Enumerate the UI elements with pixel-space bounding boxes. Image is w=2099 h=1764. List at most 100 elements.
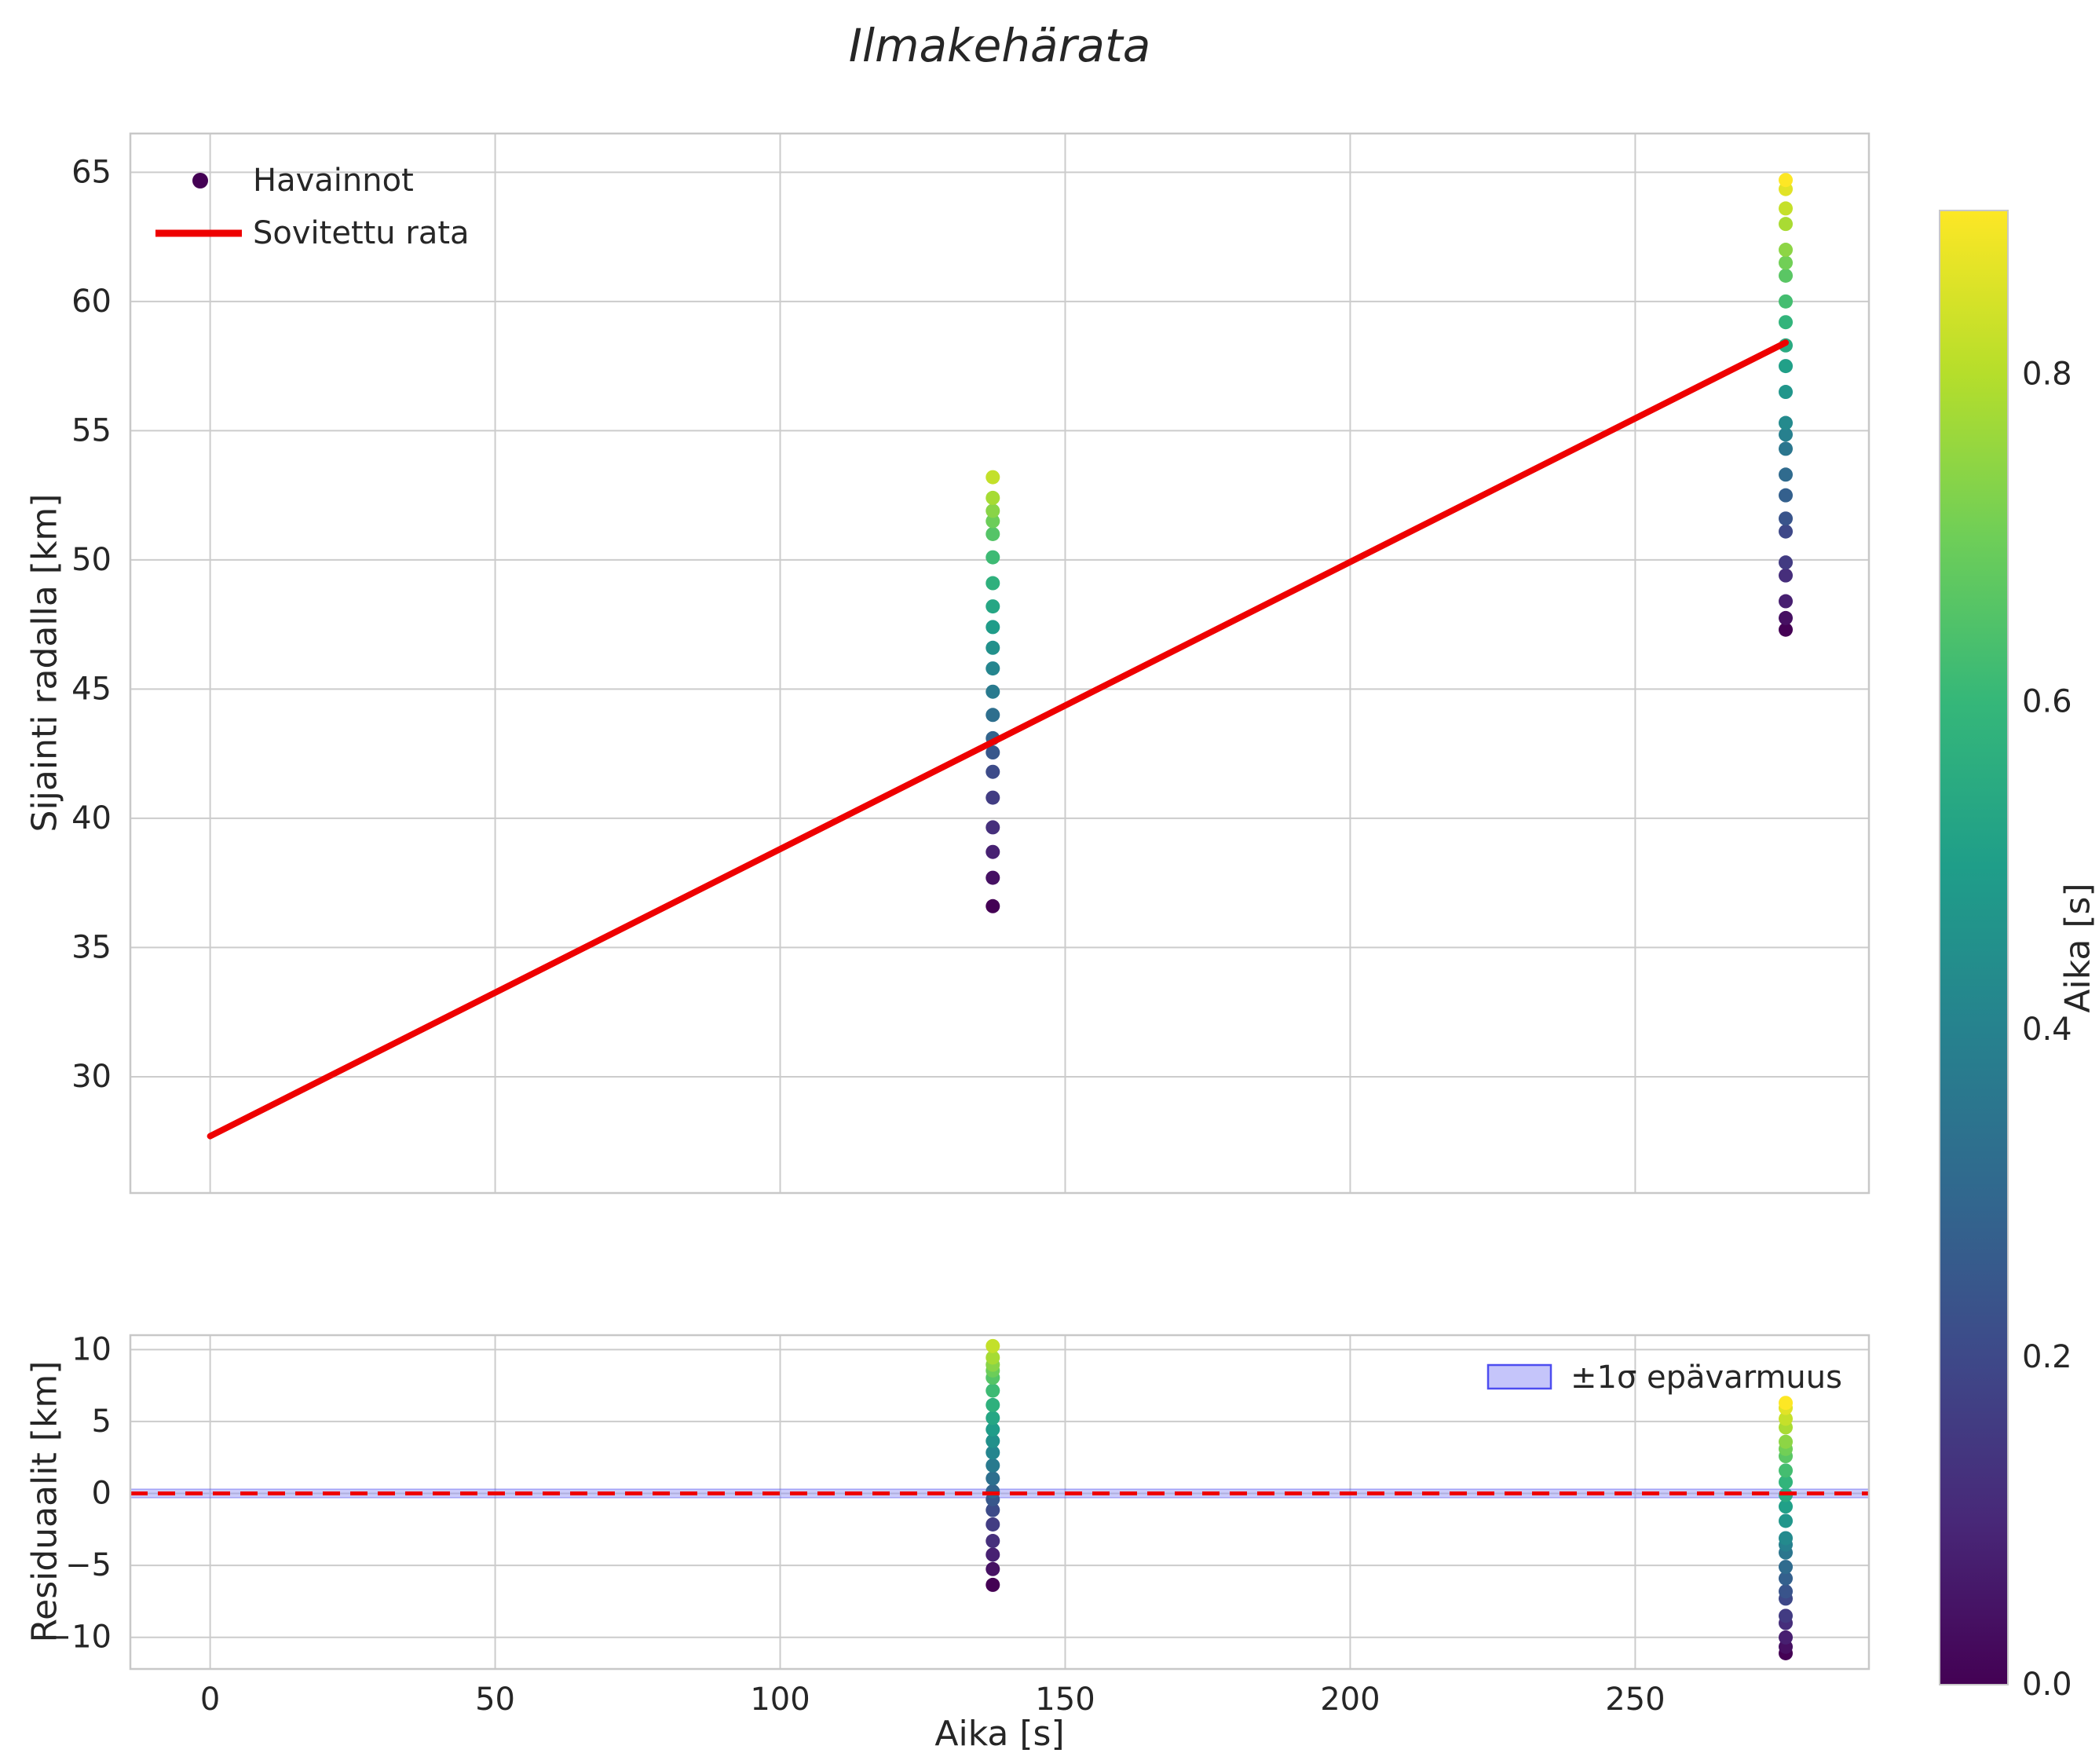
residual-point — [1779, 1531, 1794, 1546]
y-axis-label-trajectory: Sijainti radalla [km] — [25, 494, 65, 833]
data-point — [986, 503, 1000, 518]
y-tick-label: −5 — [65, 1547, 112, 1583]
residual-point — [1779, 1608, 1794, 1623]
colorbar-tick-label: 0.0 — [2022, 1667, 2072, 1703]
data-point — [986, 745, 1000, 760]
data-point — [986, 820, 1000, 835]
scatter-points-trajectory — [986, 173, 1794, 913]
data-point — [986, 708, 1000, 723]
legend-patch-band-icon — [1486, 1363, 1552, 1390]
data-point — [1779, 555, 1794, 570]
data-point — [986, 550, 1000, 565]
residual-point — [1779, 1630, 1794, 1645]
residual-point — [986, 1433, 1000, 1448]
residual-point — [986, 1484, 1000, 1499]
legend-trajectory: Havainnot Sovitettu rata — [155, 163, 470, 251]
x-tick-label: 50 — [475, 1682, 515, 1718]
data-point — [986, 898, 1000, 913]
residual-point — [986, 1577, 1000, 1592]
residual-point — [1779, 1396, 1794, 1411]
data-point — [1779, 359, 1794, 374]
data-point — [1779, 568, 1794, 583]
residual-point — [986, 1422, 1000, 1437]
x-axis-label: Aika [s] — [934, 1714, 1064, 1754]
residual-point — [986, 1338, 1000, 1353]
y-tick-label: 55 — [71, 412, 112, 448]
data-point — [986, 684, 1000, 699]
data-point — [986, 490, 1000, 505]
data-point — [1779, 173, 1794, 188]
y-tick-label: 60 — [71, 284, 112, 320]
data-point — [1779, 594, 1794, 609]
chart-title: Ilmakehärata — [849, 19, 1151, 72]
y-tick-label: 0 — [92, 1476, 112, 1512]
colorbar-label: Aika [s] — [2058, 883, 2098, 1012]
y-tick-label: 50 — [71, 542, 112, 578]
y-tick-label: 10 — [71, 1331, 112, 1367]
data-point — [1779, 255, 1794, 270]
residual-point — [986, 1397, 1000, 1412]
data-point — [1779, 467, 1794, 482]
data-point — [986, 844, 1000, 859]
legend-label-observations: Havainnot — [253, 163, 414, 199]
data-point — [986, 640, 1000, 655]
residual-point — [986, 1471, 1000, 1486]
residual-point — [986, 1350, 1000, 1365]
colorbar-tick-label: 0.6 — [2022, 684, 2072, 720]
data-point — [1779, 385, 1794, 400]
y-tick-label: 5 — [92, 1404, 112, 1440]
data-point — [1779, 415, 1794, 430]
x-tick-label: 0 — [200, 1682, 220, 1718]
residual-point — [1779, 1584, 1794, 1599]
data-point — [1779, 622, 1794, 637]
scatter-points-residuals — [986, 1338, 1794, 1660]
residual-point — [986, 1383, 1000, 1398]
colorbar — [1939, 210, 2009, 1685]
residual-axes-frame — [129, 1334, 1870, 1671]
x-tick-label: 250 — [1605, 1682, 1665, 1718]
data-point — [986, 526, 1000, 541]
data-point — [986, 470, 1000, 485]
y-tick-label: 35 — [71, 929, 112, 965]
data-point — [1779, 511, 1794, 526]
y-tick-label: −10 — [46, 1619, 112, 1656]
y-tick-label: 65 — [71, 154, 112, 190]
fit-line — [207, 339, 1790, 1140]
data-point — [986, 599, 1000, 614]
residual-point — [986, 1502, 1000, 1517]
x-tick-label: 150 — [1035, 1682, 1095, 1718]
data-point — [1779, 201, 1794, 216]
residual-point — [1779, 1499, 1794, 1514]
data-point — [1779, 243, 1794, 258]
residual-point — [986, 1445, 1000, 1460]
data-point — [1779, 294, 1794, 309]
x-tick-label: 200 — [1320, 1682, 1380, 1718]
data-point — [986, 514, 1000, 529]
data-point — [1779, 427, 1794, 442]
residual-point — [986, 1517, 1000, 1532]
gridlines — [130, 134, 1869, 1669]
residual-point — [1779, 1475, 1794, 1490]
colorbar-tick-label: 0.4 — [2022, 1012, 2072, 1048]
y-tick-label: 40 — [71, 800, 112, 836]
residual-point — [1779, 1560, 1794, 1575]
residual-point — [986, 1411, 1000, 1425]
data-point — [1779, 315, 1794, 330]
data-point — [1779, 488, 1794, 503]
residual-point — [986, 1458, 1000, 1473]
residual-point — [1779, 1463, 1794, 1478]
data-point — [986, 870, 1000, 885]
data-point — [986, 790, 1000, 805]
legend-label-fit: Sovitettu rata — [253, 215, 470, 251]
data-point — [1779, 610, 1794, 625]
residual-point — [1779, 1513, 1794, 1528]
residual-point — [986, 1561, 1000, 1576]
legend-label-band: ±1σ epävarmuus — [1571, 1360, 1842, 1396]
data-point — [1779, 268, 1794, 283]
legend-marker-observations-icon — [192, 173, 208, 188]
residual-point — [1779, 1571, 1794, 1586]
